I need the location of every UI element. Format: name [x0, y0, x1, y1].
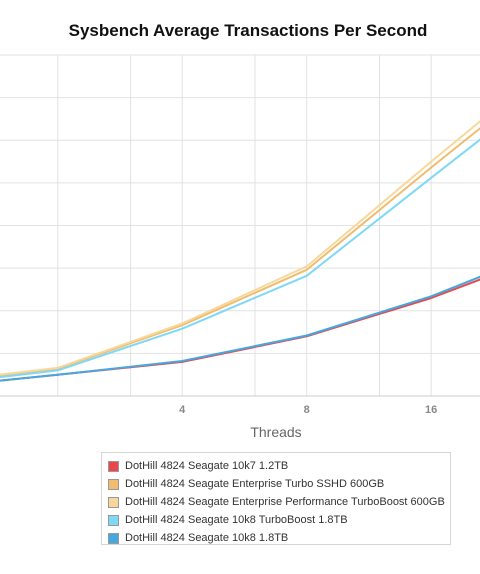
legend-swatch: [108, 514, 119, 526]
series-line-3: [0, 138, 480, 379]
legend-item[interactable]: DotHill 4824 Seagate 10k8 1.8TB: [108, 529, 450, 547]
legend-item[interactable]: DotHill 4824 Seagate 10k7 1.2TB: [108, 457, 450, 475]
legend-label: DotHill 4824 Seagate 10k8 1.8TB: [125, 532, 289, 544]
legend-label: DotHill 4824 Seagate Enterprise Turbo SS…: [125, 478, 385, 490]
x-tick-labels: 4 8 16: [179, 404, 437, 416]
legend-swatch: [108, 478, 119, 490]
x-axis-label: Threads: [250, 424, 301, 440]
legend-swatch: [108, 460, 119, 472]
legend-label: DotHill 4824 Seagate Enterprise Performa…: [125, 496, 445, 508]
legend-swatch: [108, 496, 119, 508]
legend-swatch: [108, 532, 119, 544]
legend: DotHill 4824 Seagate 10k7 1.2TB DotHill 4…: [101, 452, 451, 545]
legend-label: DotHill 4824 Seagate 10k8 TurboBoost 1.8…: [125, 514, 348, 526]
legend-label: DotHill 4824 Seagate 10k7 1.2TB: [125, 460, 289, 472]
series-lines: [0, 120, 480, 382]
legend-item[interactable]: DotHill 4824 Seagate Enterprise Performa…: [108, 493, 450, 511]
x-tick-label: 4: [179, 404, 186, 416]
chart-title: Sysbench Average Transactions Per Second: [69, 21, 428, 40]
series-line-4: [0, 275, 480, 382]
legend-item[interactable]: DotHill 4824 Seagate 10k8 TurboBoost 1.8…: [108, 511, 450, 529]
legend-item[interactable]: DotHill 4824 Seagate Enterprise Turbo SS…: [108, 475, 450, 493]
series-line-2: [0, 120, 480, 376]
grid: [0, 54, 480, 397]
series-line-0: [0, 278, 480, 382]
x-tick-label: 16: [425, 404, 437, 416]
x-tick-label: 8: [304, 404, 310, 416]
